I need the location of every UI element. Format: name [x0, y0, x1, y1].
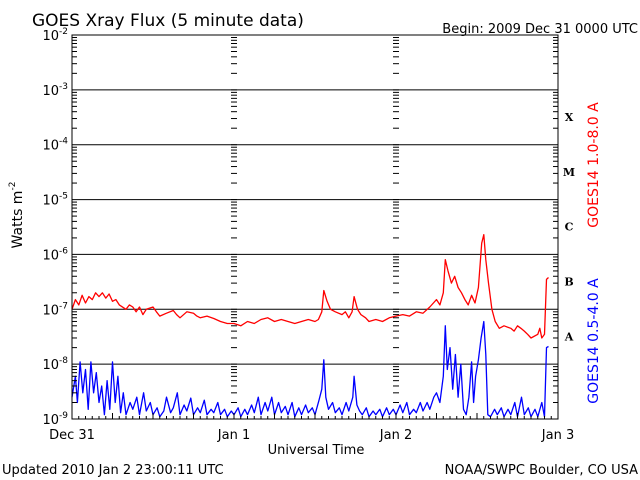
series-legend-long: GOES14 1.0-8.0 A — [586, 102, 602, 228]
y-tick-label: 10-6 — [42, 246, 68, 263]
svg-text:Watts m-2: Watts m-2 — [8, 182, 26, 249]
y-tick-base: 10 — [42, 413, 59, 428]
y-tick-label: 10-7 — [42, 301, 68, 318]
series-legend-short: GOES14 0.5-4.0 A — [586, 278, 602, 404]
y-tick-base: 10 — [42, 303, 59, 318]
y-tick-exponent: -8 — [59, 356, 68, 366]
y-tick-base: 10 — [42, 139, 59, 154]
y-tick-base: 10 — [42, 358, 59, 373]
y-tick-label: 10-8 — [42, 356, 68, 373]
y-tick-label: 10-4 — [42, 137, 68, 154]
y-tick-label: 10-2 — [42, 27, 68, 44]
y-tick-base: 10 — [42, 29, 59, 44]
y-axis-label-text: Watts m — [10, 191, 26, 249]
series-line-short — [71, 320, 549, 418]
y-axis-label: Watts m-2 — [8, 182, 26, 249]
updated-timestamp: Updated 2010 Jan 2 23:00:11 UTC — [2, 463, 224, 478]
y-tick-base: 10 — [42, 194, 59, 209]
y-tick-base: 10 — [42, 84, 59, 99]
flare-class-label: A — [564, 330, 574, 343]
chart-title: GOES Xray Flux (5 minute data) — [32, 11, 304, 31]
y-tick-label: 10-3 — [42, 82, 68, 99]
x-tick-label: Jan 1 — [217, 428, 250, 443]
flare-class-label: X — [565, 111, 574, 124]
y-tick-exponent: -2 — [59, 27, 68, 37]
flare-class-label: B — [564, 276, 573, 289]
y-tick-label: 10-9 — [42, 411, 68, 428]
x-axis-label: Universal Time — [268, 443, 365, 458]
x-tick-label: Dec 31 — [49, 428, 95, 443]
y-tick-exponent: -6 — [59, 246, 68, 256]
y-tick-exponent: -5 — [59, 192, 68, 202]
y-tick-exponent: -3 — [59, 82, 68, 92]
x-tick-label: Jan 3 — [541, 428, 574, 443]
y-axis-label-exponent: -2 — [8, 182, 18, 191]
begin-label: Begin: 2009 Dec 31 0000 UTC — [442, 22, 638, 37]
y-tick-base: 10 — [42, 248, 59, 263]
flare-class-label: C — [565, 221, 574, 234]
x-tick-label: Jan 2 — [379, 428, 412, 443]
credit-label: NOAA/SWPC Boulder, CO USA — [445, 463, 638, 478]
plot-frame — [71, 34, 559, 420]
y-tick-exponent: -4 — [59, 137, 68, 147]
y-tick-exponent: -9 — [59, 411, 68, 421]
y-tick-exponent: -7 — [59, 301, 68, 311]
flare-class-label: M — [563, 166, 575, 179]
series-line-long — [71, 233, 549, 339]
y-tick-label: 10-5 — [42, 192, 68, 209]
